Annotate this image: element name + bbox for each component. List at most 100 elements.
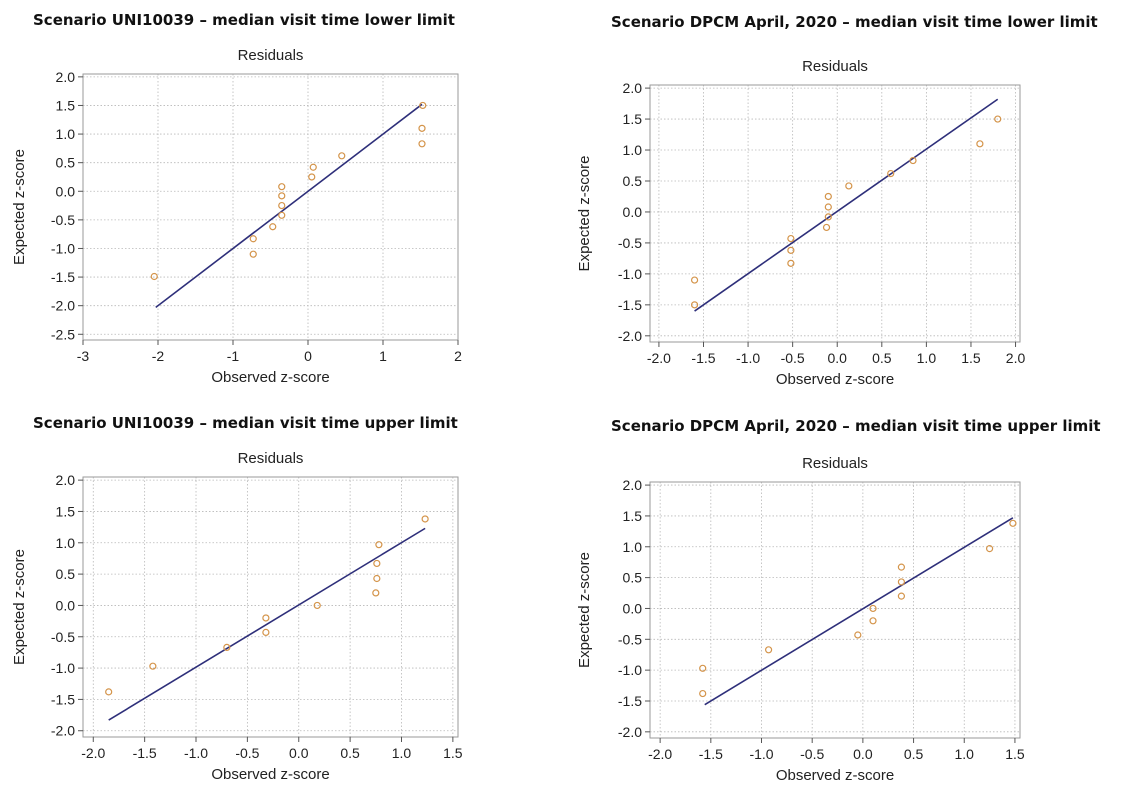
y-tick-label: 1.5	[56, 503, 76, 519]
reference-line	[694, 98, 999, 312]
y-tick-label: -2.0	[51, 723, 75, 739]
chart-subtitle: Residuals	[802, 58, 868, 75]
data-point	[269, 223, 277, 231]
data-point	[690, 276, 699, 284]
x-tick-label: 2.0	[1006, 350, 1026, 366]
data-point	[249, 250, 257, 258]
data-point	[845, 182, 853, 190]
y-tick-label: 2.0	[56, 472, 76, 488]
data-point	[869, 617, 877, 625]
data-point	[699, 664, 707, 672]
plot-frame	[82, 73, 459, 341]
x-tick-label: 0.0	[853, 746, 873, 762]
x-axis-label: Observed z-score	[211, 369, 329, 386]
chart-panel-uni-lower: Scenario UNI10039 – median visit time lo…	[0, 0, 560, 398]
y-tick-label: 1.5	[623, 111, 643, 127]
plot-frame	[82, 476, 459, 738]
data-point	[787, 246, 795, 254]
y-tick-label: 1.0	[623, 142, 643, 158]
chart-panel-dpcm-upper: Scenario DPCM April, 2020 – median visit…	[565, 400, 1128, 796]
x-tick-label: 0	[304, 348, 312, 364]
chart-subtitle: Residuals	[238, 47, 304, 64]
y-tick-label: 1.0	[56, 535, 76, 551]
chart-svg: Residuals -2.0 -1.5 -1.0 -0.5 0.0 0.5 1.0 1.5 -2.…	[576, 455, 1025, 784]
x-tick-label: 0.0	[289, 745, 309, 761]
chart-svg: Residuals -3 -2 -1 0 1 2 -2.5 -2.0 -1.5 -1.0 -0.5 0.…	[11, 47, 462, 386]
data-point	[375, 541, 383, 549]
reference-line	[108, 527, 426, 721]
y-tick-label: 1.0	[56, 126, 76, 142]
data-point	[105, 688, 113, 696]
data-point	[421, 515, 429, 523]
y-axis-label: Expected z-score	[11, 549, 28, 665]
data-point	[976, 140, 984, 148]
y-tick-label: -1.0	[618, 662, 642, 678]
data-point	[308, 173, 316, 181]
y-tick-label: -1.0	[51, 240, 75, 256]
data-point	[787, 259, 795, 267]
y-tick-label: -2.0	[618, 328, 642, 344]
x-tick-label: -0.5	[235, 745, 259, 761]
data-point	[699, 689, 707, 698]
x-tick-label: -2.0	[647, 350, 671, 366]
data-point	[985, 545, 994, 553]
y-tick-label: -1.5	[618, 693, 642, 709]
x-tick-label: -0.5	[800, 746, 824, 762]
data-point	[373, 574, 381, 583]
y-tick-label: -1.0	[618, 266, 642, 282]
data-point	[262, 628, 270, 636]
y-tick-label: 0.5	[56, 566, 76, 582]
x-tick-label: -1	[227, 348, 240, 364]
chart-title: Scenario DPCM April, 2020 – median visit…	[611, 417, 1101, 435]
y-tick-label: 0.0	[56, 183, 76, 199]
x-tick-label: 1.5	[443, 745, 463, 761]
x-tick-label: -2	[152, 348, 165, 364]
data-point	[372, 589, 380, 597]
chart-title: Scenario UNI10039 – median visit time up…	[33, 414, 458, 432]
x-tick-label: -3	[77, 348, 90, 364]
data-point	[309, 163, 317, 171]
data-point	[418, 140, 426, 148]
x-tick-label: -2.0	[648, 746, 672, 762]
chart-subtitle: Residuals	[238, 450, 304, 467]
y-tick-label: 1.5	[56, 97, 76, 113]
y-tick-label: -1.5	[618, 297, 642, 313]
x-tick-label: 0.5	[904, 746, 924, 762]
reference-line	[704, 517, 1014, 706]
data-point	[822, 223, 831, 232]
x-tick-label: -0.5	[781, 350, 805, 366]
chart-svg: Residuals -2.0 -1.5 -1.0 -0.5 0.0 0.5 1.0 1.5 2.0…	[576, 58, 1026, 388]
y-tick-label: -0.5	[51, 212, 75, 228]
y-tick-label: -2.0	[51, 298, 75, 314]
x-tick-label: -1.0	[184, 745, 208, 761]
x-tick-label: 1.0	[917, 350, 937, 366]
data-point	[278, 201, 286, 210]
data-point	[149, 662, 157, 670]
x-tick-label: -1.0	[749, 746, 773, 762]
reference-line	[155, 103, 423, 309]
data-point	[690, 301, 699, 309]
x-tick-label: 1	[379, 348, 387, 364]
chart-title: Scenario UNI10039 – median visit time lo…	[33, 11, 455, 29]
data-point	[278, 192, 286, 200]
data-point	[824, 213, 832, 221]
y-tick-label: 2.0	[623, 477, 643, 493]
plot-frame	[649, 84, 1021, 343]
y-tick-label: 0.0	[623, 600, 643, 616]
data-point	[787, 234, 795, 243]
x-tick-label: -1.5	[699, 746, 723, 762]
data-point	[278, 211, 286, 219]
y-tick-label: 0.0	[623, 204, 643, 220]
y-tick-label: -2.5	[51, 326, 75, 342]
x-tick-label: -1.5	[133, 745, 157, 761]
data-point	[419, 101, 427, 110]
chart-panel-dpcm-lower: Scenario DPCM April, 2020 – median visit…	[565, 0, 1128, 398]
y-axis-label: Expected z-score	[576, 156, 593, 272]
y-tick-label: 0.5	[623, 570, 643, 586]
data-point	[262, 614, 270, 622]
data-point	[373, 559, 381, 568]
chart-panel-uni-upper: Scenario UNI10039 – median visit time up…	[0, 400, 560, 796]
x-axis-label: Observed z-score	[776, 767, 894, 784]
data-point	[313, 601, 321, 610]
x-tick-label: 2	[454, 348, 462, 364]
